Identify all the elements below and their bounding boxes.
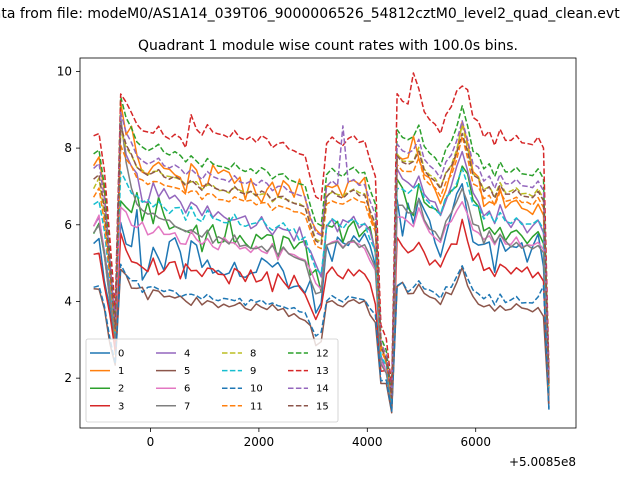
y-tick-label: 2 <box>64 371 72 385</box>
legend-label-12: 12 <box>316 349 329 360</box>
series-line-12 <box>93 95 550 394</box>
legend-label-13: 13 <box>316 366 329 377</box>
legend-label-10: 10 <box>250 384 263 395</box>
x-axis: 0 2000 4000 6000 <box>147 428 491 449</box>
legend-label-7: 7 <box>184 401 190 412</box>
legend-label-2: 2 <box>118 384 124 395</box>
series-line-10 <box>93 263 550 412</box>
x-tick-label: 2000 <box>244 435 275 449</box>
y-tick-label: 4 <box>64 294 72 308</box>
series-line-8 <box>92 124 550 398</box>
series-line-14 <box>93 111 550 397</box>
figure-suptitle-text: Data from file: modeM0/AS1A14_039T06_900… <box>0 6 620 22</box>
legend-label-0: 0 <box>118 349 124 360</box>
legend-label-15: 15 <box>316 401 329 412</box>
series-line-13 <box>93 72 550 387</box>
legend-label-9: 9 <box>250 366 256 377</box>
legend-frame <box>85 338 339 423</box>
x-tick-label: 0 <box>147 435 155 449</box>
plot-frame <box>79 57 577 429</box>
series-line-15 <box>93 124 550 399</box>
series-line-11 <box>92 135 550 400</box>
legend-label-8: 8 <box>250 349 256 360</box>
y-tick-label: 6 <box>64 218 72 232</box>
legend-label-4: 4 <box>184 349 190 360</box>
chart-title: Quadrant 1 module wise count rates with … <box>138 38 518 54</box>
series-line-4 <box>92 119 550 405</box>
legend-label-1: 1 <box>118 366 124 377</box>
x-tick-label: 6000 <box>460 435 491 449</box>
series-line-9 <box>93 167 550 402</box>
legend-label-5: 5 <box>184 366 190 377</box>
legend-label-14: 14 <box>316 384 329 395</box>
x-tick-label: 4000 <box>352 435 383 449</box>
series-line-3 <box>93 218 550 408</box>
y-axis: 2 4 6 8 10 <box>57 64 80 385</box>
series-line-7 <box>92 116 550 405</box>
x-axis-offset-label: +5.0085e8 <box>509 455 576 469</box>
legend-label-11: 11 <box>250 401 263 412</box>
y-tick-label: 8 <box>64 141 72 155</box>
legend-label-3: 3 <box>118 401 124 412</box>
legend-label-6: 6 <box>184 384 190 395</box>
y-tick-label: 10 <box>57 64 72 78</box>
